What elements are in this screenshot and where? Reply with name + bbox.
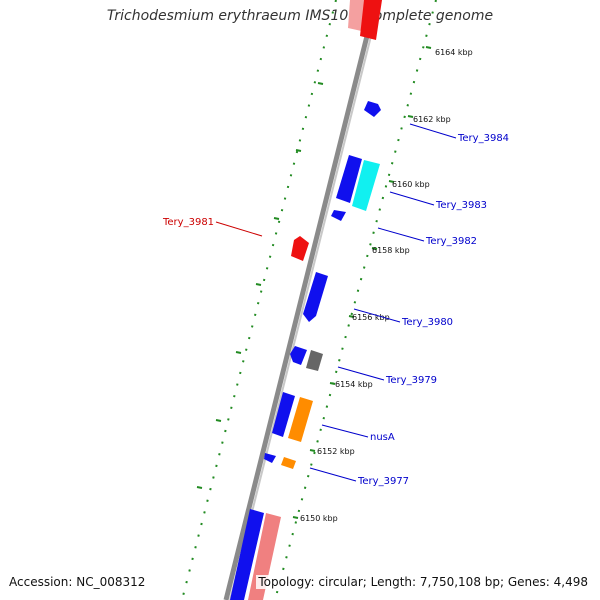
tick-label-6162: 6162 kbp	[413, 115, 451, 124]
gene-small-blue-6162[interactable]	[364, 101, 381, 117]
tick-label-6150: 6150 kbp	[300, 514, 338, 523]
gene-top-red[interactable]	[360, 0, 382, 40]
label-tery-3980[interactable]: Tery_3980	[401, 317, 453, 328]
accession-text: Accession: NC_008312	[9, 575, 146, 589]
gene-tery-3981[interactable]	[291, 236, 309, 261]
label-tery-3982[interactable]: Tery_3982	[425, 236, 477, 247]
inner-ring-ticks	[292, 46, 432, 519]
tick-label-6154: 6154 kbp	[335, 380, 373, 389]
label-tery-3984[interactable]: Tery_3984	[457, 133, 509, 144]
gene-small-blue-3977[interactable]	[264, 453, 276, 463]
label-tery-3979[interactable]: Tery_3979	[385, 375, 437, 386]
label-tery-3983[interactable]: Tery_3983	[435, 200, 487, 211]
map-title: Trichodesmium erythraeum IMS101, complet…	[106, 8, 494, 24]
label-tery-3977[interactable]: Tery_3977	[357, 476, 409, 487]
gene-blue-6154[interactable]	[290, 346, 307, 365]
tick-label-6160: 6160 kbp	[392, 180, 430, 189]
inner-dotted-ring	[274, 0, 437, 600]
gene-tery-3979-gray[interactable]	[306, 350, 323, 371]
gene-tery-3982[interactable]	[331, 210, 346, 221]
tick-label-6156: 6156 kbp	[352, 313, 390, 322]
tick-label-6158: 6158 kbp	[372, 246, 410, 255]
outer-ring-ticks	[196, 82, 324, 489]
gene-tery-3977-orange[interactable]	[281, 457, 296, 469]
gene-tery-3980[interactable]	[303, 272, 328, 322]
tick-label-6164: 6164 kbp	[435, 48, 473, 57]
topology-text: Topology: circular; Length: 7,750,108 bp…	[256, 575, 590, 589]
gene-bottom-blue[interactable]	[230, 509, 264, 600]
label-tery-3981[interactable]: Tery_3981	[162, 217, 214, 228]
label-leaders	[215, 123, 457, 482]
backbone-shadow	[229, 0, 381, 600]
outer-dotted-ring	[181, 0, 337, 600]
label-nusa[interactable]: nusA	[370, 432, 395, 443]
gene-bottom-pink[interactable]	[248, 513, 281, 600]
tick-label-6152: 6152 kbp	[317, 447, 355, 456]
gene-blue-nusa-neighbor[interactable]	[272, 392, 295, 437]
gene-nusa-orange[interactable]	[288, 397, 313, 442]
gene-blue-6160[interactable]	[336, 155, 362, 203]
gene-tery-3983-cyan[interactable]	[352, 160, 380, 211]
backbone-line	[223, 0, 379, 600]
